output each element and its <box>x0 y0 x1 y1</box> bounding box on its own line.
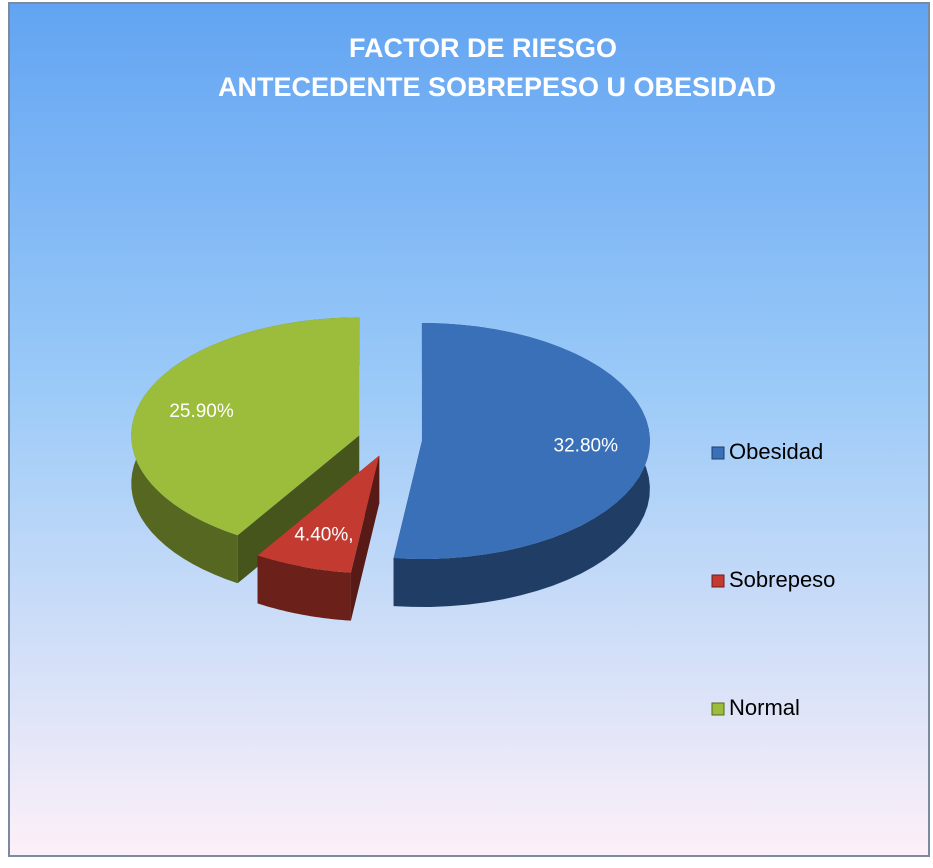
slice <box>257 455 380 573</box>
slice <box>393 323 650 560</box>
legend-label: Normal <box>729 695 800 720</box>
data-label: 32.80% <box>554 435 619 456</box>
slice-side <box>237 435 360 584</box>
data-label: 4.40%, <box>294 525 353 546</box>
slice <box>131 317 360 536</box>
legend-marker <box>711 702 725 716</box>
data-label: 25.90% <box>169 401 234 422</box>
legend-label: Sobrepeso <box>729 567 835 592</box>
chart-title: FACTOR DE RIESGO <box>349 33 617 63</box>
slice-edge <box>257 555 351 621</box>
legend-marker <box>711 446 725 460</box>
legend-label: Obesidad <box>729 439 823 464</box>
legend-marker <box>711 574 725 588</box>
chart-title: ANTECEDENTE SOBREPESO U OBESIDAD <box>218 72 776 102</box>
